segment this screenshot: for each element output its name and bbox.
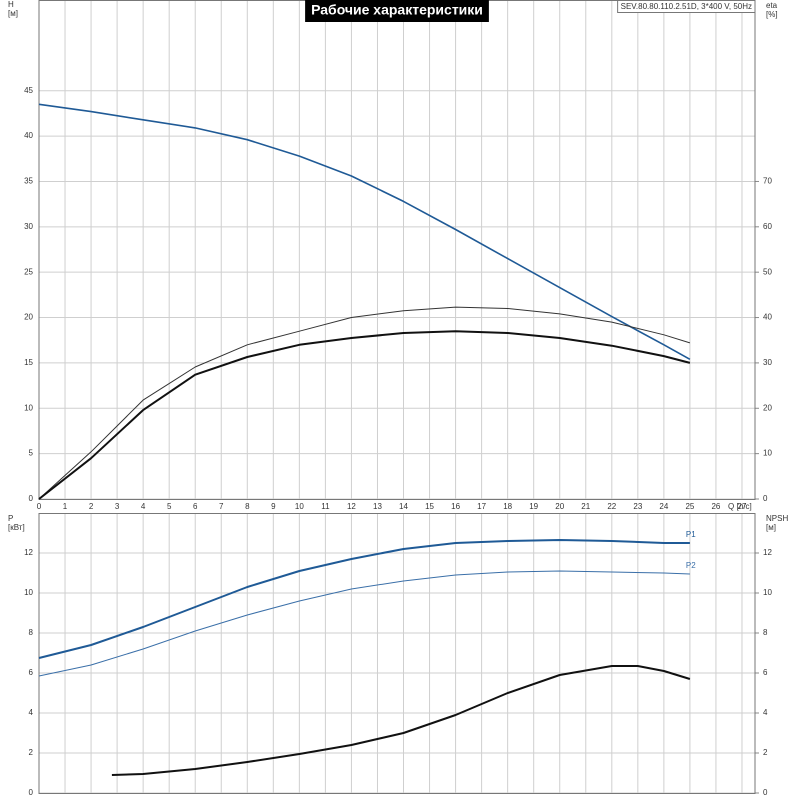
y2-unit: [%] (766, 10, 778, 19)
x-tick-label: 21 (581, 502, 590, 511)
y-tick-label: 25 (24, 267, 33, 276)
y2-tick-label: 0 (763, 494, 768, 503)
x-tick-label: 25 (685, 502, 694, 511)
curve (38, 306, 691, 500)
y2-label: NPSH (766, 514, 788, 523)
y-tick-label: 10 (24, 588, 33, 597)
x-tick-label: 2 (89, 502, 94, 511)
curve (38, 570, 690, 677)
y-tick-label: 5 (29, 449, 34, 458)
x-tick-label: 13 (373, 502, 382, 511)
y2-tick-label: 30 (763, 358, 772, 367)
y-tick-label: 8 (29, 628, 34, 637)
curve-label: P2 (686, 561, 696, 570)
curve (111, 665, 691, 776)
x-tick-label: 23 (633, 502, 642, 511)
y-tick-label: 0 (29, 788, 34, 797)
x-tick-label: 8 (245, 502, 250, 511)
y2-tick-label: 6 (763, 668, 768, 677)
y2-label: eta (766, 1, 778, 10)
x-tick-label: 3 (115, 502, 120, 511)
y2-tick-label: 10 (763, 588, 772, 597)
y-tick-label: 15 (24, 358, 33, 367)
y-label: P (8, 514, 13, 523)
x-tick-label: 22 (607, 502, 616, 511)
x-tick-label: 15 (425, 502, 434, 511)
x-tick-label: 16 (451, 502, 460, 511)
subtitle-box (617, 0, 756, 13)
y2-tick-label: 4 (763, 708, 768, 717)
x-tick-label: 6 (193, 502, 198, 511)
curve-label: P1 (686, 530, 696, 539)
y2-tick-label: 8 (763, 628, 768, 637)
x-tick-label: 12 (347, 502, 356, 511)
y-tick-label: 20 (24, 313, 33, 322)
y-label: H (8, 0, 14, 9)
x-tick-label: 9 (271, 502, 276, 511)
x-tick-label: 27 (738, 502, 747, 511)
x-tick-label: 14 (399, 502, 408, 511)
y-tick-label: 30 (24, 222, 33, 231)
x-tick-label: 4 (141, 502, 146, 511)
y2-tick-label: 10 (763, 449, 772, 458)
x-tick-label: 10 (295, 502, 304, 511)
chart-title: Рабочие характеристики (311, 2, 483, 18)
y2-tick-label: 40 (763, 313, 772, 322)
y2-tick-label: 50 (763, 267, 772, 276)
y2-unit: [м] (766, 523, 776, 532)
title-box (305, 0, 489, 22)
y2-tick-label: 0 (763, 788, 768, 797)
curve (38, 539, 690, 659)
x-tick-label: 1 (63, 502, 68, 511)
y2-tick-label: 70 (763, 177, 772, 186)
y-unit: [кВт] (8, 523, 25, 532)
y-tick-label: 45 (24, 86, 33, 95)
y-tick-label: 2 (29, 748, 34, 757)
x-label: Q [л/с] (728, 502, 752, 511)
y2-tick-label: 12 (763, 548, 772, 557)
x-tick-label: 20 (555, 502, 564, 511)
y-tick-label: 35 (24, 177, 33, 186)
y-tick-label: 12 (24, 548, 33, 557)
subtitle: SEV.80.80.110.2.51D, 3*400 V, 50Hz (621, 2, 752, 11)
y2-tick-label: 60 (763, 222, 772, 231)
x-tick-label: 17 (477, 502, 486, 511)
y-tick-label: 0 (29, 494, 34, 503)
y2-tick-label: 2 (763, 748, 768, 757)
y-tick-label: 6 (29, 668, 34, 677)
x-tick-label: 24 (659, 502, 668, 511)
y-tick-label: 4 (29, 708, 34, 717)
y-tick-label: 40 (24, 131, 33, 140)
curve (38, 330, 691, 500)
x-tick-label: 18 (503, 502, 512, 511)
x-tick-label: 11 (321, 502, 330, 511)
x-tick-label: 7 (219, 502, 224, 511)
x-tick-label: 5 (167, 502, 172, 511)
x-tick-label: 0 (37, 502, 42, 511)
y-tick-label: 10 (24, 403, 33, 412)
plot-frame (38, 513, 756, 794)
y2-tick-label: 20 (763, 403, 772, 412)
plot-frame (38, 0, 756, 500)
x-tick-label: 26 (711, 502, 720, 511)
curve (38, 103, 691, 360)
y-unit: [м] (8, 9, 18, 18)
x-tick-label: 19 (529, 502, 538, 511)
